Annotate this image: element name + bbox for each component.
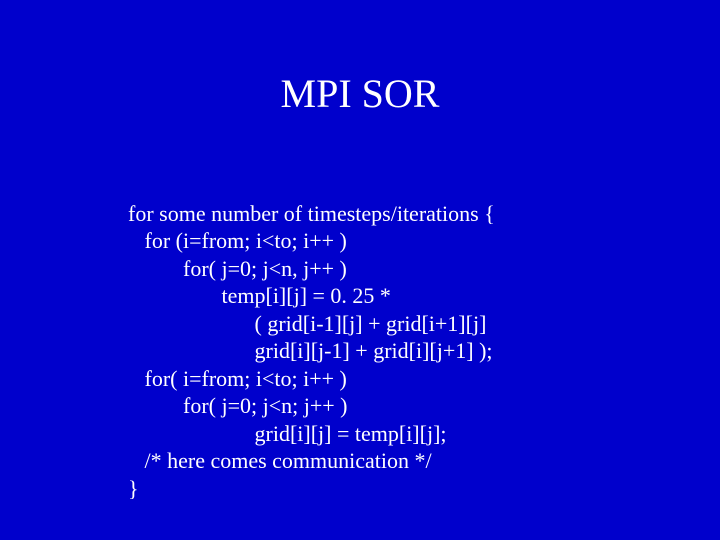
slide: MPI SOR for some number of timesteps/ite… <box>0 0 720 540</box>
code-block: for some number of timesteps/iterations … <box>128 172 668 502</box>
code-line: grid[i][j] = temp[i][j]; <box>128 421 447 446</box>
code-line: temp[i][j] = 0. 25 * <box>128 283 391 308</box>
slide-title: MPI SOR <box>0 70 720 117</box>
code-line: /* here comes communication */ <box>128 448 432 473</box>
code-line: for( j=0; j<n, j++ ) <box>128 256 347 281</box>
code-line: for some number of timesteps/iterations … <box>128 201 495 226</box>
code-line: grid[i][j-1] + grid[i][j+1] ); <box>128 338 493 363</box>
code-line: ( grid[i-1][j] + grid[i+1][j] <box>128 311 486 336</box>
code-line: for( i=from; i<to; i++ ) <box>128 366 347 391</box>
code-line: for( j=0; j<n; j++ ) <box>128 393 348 418</box>
code-line: for (i=from; i<to; i++ ) <box>128 228 347 253</box>
code-line: } <box>128 476 139 501</box>
